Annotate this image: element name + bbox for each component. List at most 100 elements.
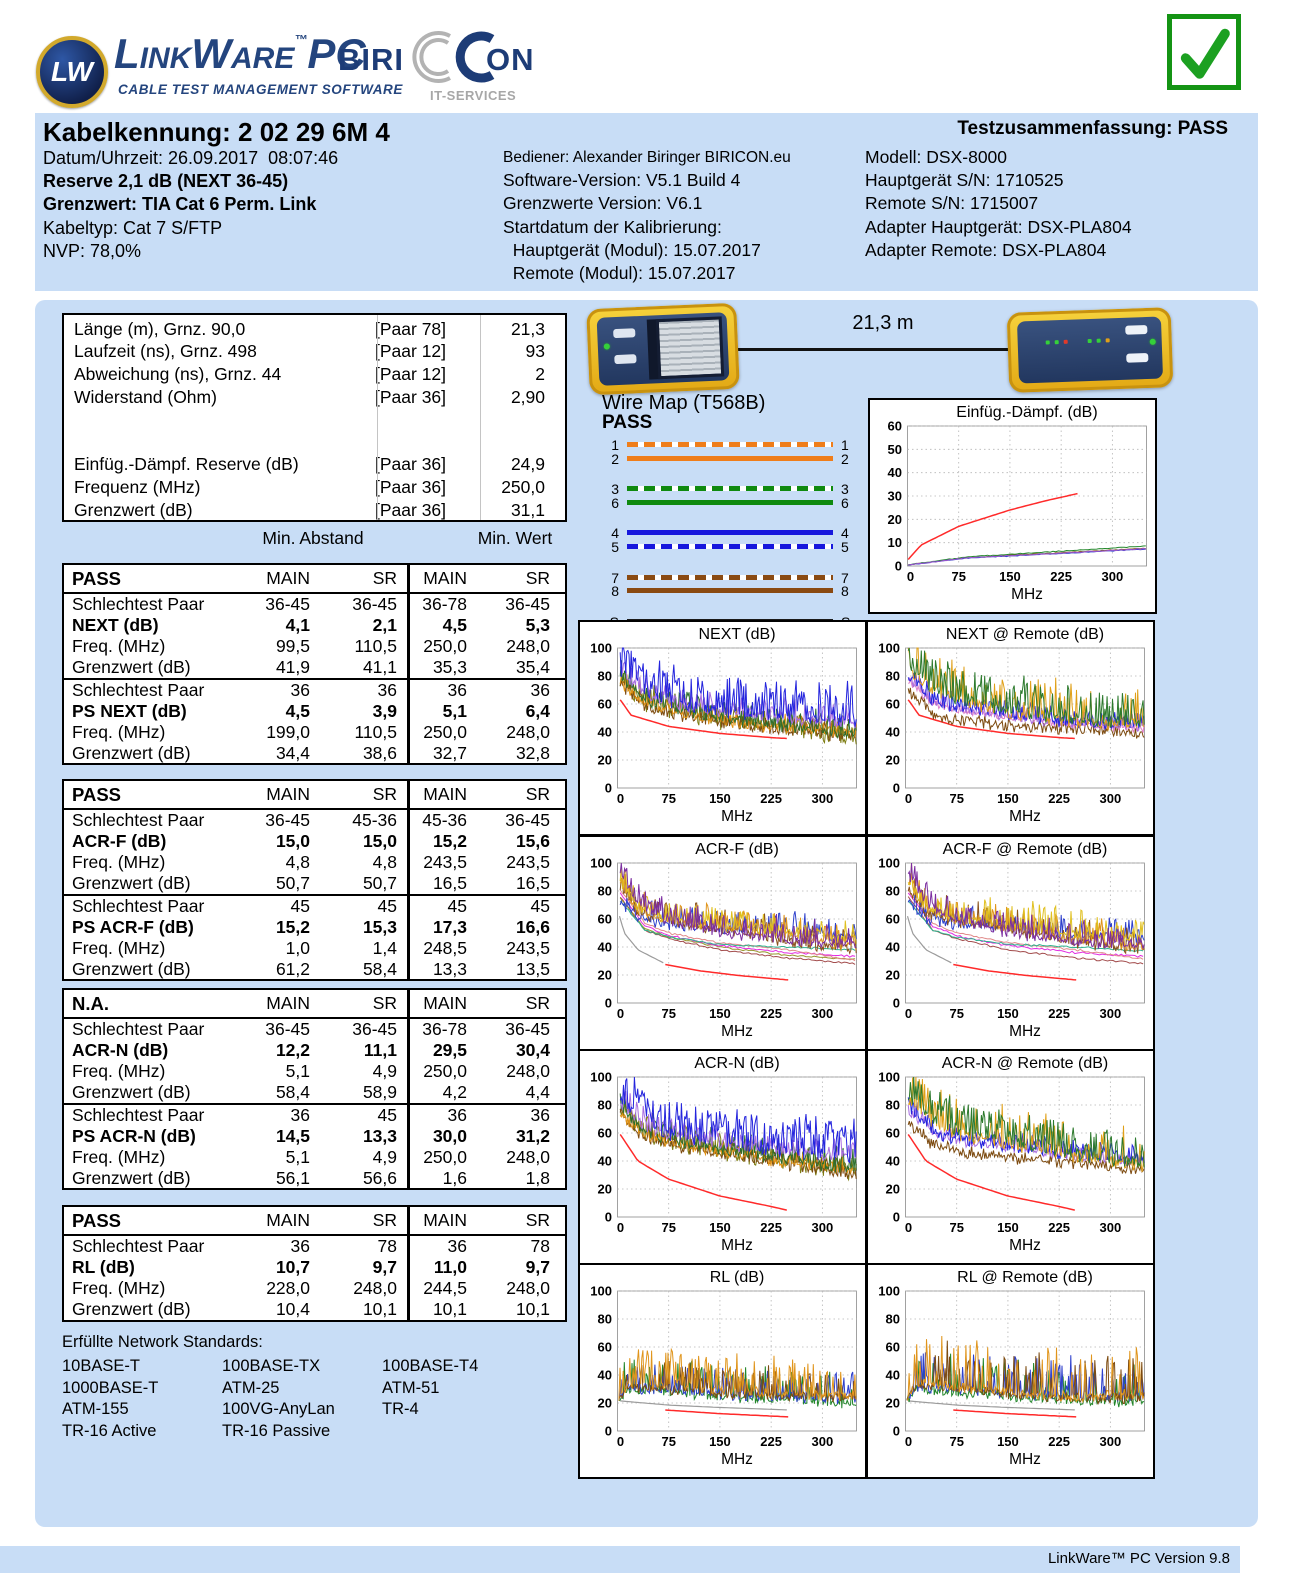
chart-svg-acrn-remote: ACR-N @ Remote (dB) 0 20 40 60 80 100 0 75 150 225… xyxy=(878,1055,1145,1254)
x-axis-title: MHz xyxy=(1009,1451,1041,1468)
x-tick-label: 225 xyxy=(1048,1434,1070,1449)
row-value: 110,5 xyxy=(354,636,398,657)
row-value: 10,1 xyxy=(515,1299,550,1320)
row-label: PS NEXT (dB) xyxy=(72,700,187,721)
x-axis-title: MHz xyxy=(1011,586,1043,603)
standard-item: ATM-25 xyxy=(222,1378,280,1397)
cable-link-line xyxy=(725,348,1025,351)
header-line: Bediener: Alexander Biringer BIRICON.eu xyxy=(503,149,791,166)
row-value: 248,0 xyxy=(506,721,550,742)
row-label: Schlechtest Paar xyxy=(72,810,205,831)
test-summary-result: Testzusammenfassung: PASS xyxy=(957,118,1228,139)
standards-title: Erfüllte Network Standards: xyxy=(62,1333,263,1351)
row-value: 36-78 xyxy=(422,1019,467,1040)
row-value: 4,9 xyxy=(372,1146,397,1167)
row-label: Grenzwert (dB) xyxy=(72,958,191,979)
wire-pin-right: 2 xyxy=(841,450,849,467)
x-axis-title: MHz xyxy=(1009,808,1041,825)
chart-title: RL @ Remote (dB) xyxy=(957,1269,1093,1286)
row-value: 250,0 xyxy=(423,1061,467,1082)
gridlines xyxy=(617,862,857,1003)
x-tick-label: 300 xyxy=(1100,1220,1122,1235)
y-tick-label: 0 xyxy=(605,996,612,1011)
x-tick-label: 300 xyxy=(812,1006,834,1021)
row-value: 10,1 xyxy=(432,1299,467,1320)
row-value: 15,0 xyxy=(362,831,397,852)
y-tick-label: 40 xyxy=(598,1368,612,1383)
measurement-label: Frequenz (MHz) xyxy=(74,476,201,497)
row-value: 1,4 xyxy=(372,937,397,958)
wire-pin-right: 8 xyxy=(841,583,849,600)
y-tick-label: 40 xyxy=(598,940,612,955)
table-column-header: MAIN xyxy=(266,784,310,804)
row-value: 4,5 xyxy=(442,615,467,636)
result-table: N.A. MAIN SR MAIN SR Schlechtest Paar 36-45 36-… xyxy=(62,988,567,1191)
y-tick-label: 60 xyxy=(598,912,612,927)
chart-svg-rl-main: RL (dB) 0 20 40 60 80 100 0 75 150 225 300 MHz xyxy=(590,1269,857,1468)
x-axis-title: MHz xyxy=(1009,1023,1041,1040)
row-label: PS ACR-N (dB) xyxy=(72,1125,196,1146)
row-value: 199,0 xyxy=(266,721,310,742)
logo-name-part: L xyxy=(114,30,140,77)
measurement-pair: [Paar 36] xyxy=(375,454,447,475)
table-row: Freq. (MHz) 99,5 110,5 250,0 248,0 xyxy=(64,636,565,657)
row-value: 248,0 xyxy=(353,1278,397,1299)
row-label: Schlechtest Paar xyxy=(72,680,205,700)
row-label: Schlechtest Paar xyxy=(72,1019,205,1040)
row-value: 41,9 xyxy=(275,657,310,678)
series-trace-darkred xyxy=(619,896,856,965)
table-row: Grenzwert (dB) 10,4 10,1 10,1 10,1 xyxy=(64,1299,565,1320)
x-tick-label: 150 xyxy=(709,791,731,806)
x-tick-label: 0 xyxy=(905,791,912,806)
measurement-label: Abweichung (ns), Grnz. 44 xyxy=(74,363,282,384)
x-tick-label: 0 xyxy=(617,1006,624,1021)
tester-button xyxy=(613,328,636,339)
row-value: 34,4 xyxy=(275,742,310,763)
x-tick-label: 300 xyxy=(1100,1434,1122,1449)
row-value: 3,9 xyxy=(372,700,397,721)
x-axis-labels: 0 75 150 225 300 xyxy=(905,1006,1121,1021)
row-value: 5,1 xyxy=(442,700,467,721)
table-column-header: MAIN xyxy=(423,993,467,1013)
wire-map-status: PASS xyxy=(602,412,653,433)
table-status: PASS xyxy=(72,783,122,805)
row-value: 6,4 xyxy=(525,700,550,721)
y-tick-label: 60 xyxy=(598,1340,612,1355)
row-value: 14,5 xyxy=(275,1125,310,1146)
row-value: 243,5 xyxy=(506,852,550,873)
table-row: Grenzwert (dB) 50,7 50,7 16,5 16,5 xyxy=(64,873,565,894)
series-limit-line xyxy=(953,963,1077,981)
y-tick-label: 20 xyxy=(886,753,900,768)
row-value: 36-45 xyxy=(265,594,310,615)
x-tick-label: 150 xyxy=(709,1220,731,1235)
header-column-operator-info: Bediener: Alexander Biringer BIRICON.eu S… xyxy=(503,146,791,285)
measurement-summary-table: Länge (m), Grnz. 90,0 [Paar 78] 21,3 Laufze… xyxy=(62,313,567,522)
row-value: 1,0 xyxy=(285,937,310,958)
result-table: PASS MAIN SR MAIN SR Schlechtest Paar 36-45 36-… xyxy=(62,563,567,766)
y-tick-label: 20 xyxy=(886,1396,900,1411)
wire-line xyxy=(627,455,833,461)
row-value: 29,5 xyxy=(432,1040,467,1061)
standard-item: 100VG-AnyLan xyxy=(222,1400,335,1418)
table-column-header: SR xyxy=(525,568,550,588)
chart-rl-main: RL (dB) 0 20 40 60 80 100 0 75 150 225 300 MHz xyxy=(578,1263,867,1479)
tester-led xyxy=(603,343,610,350)
chart-next-remote: NEXT @ Remote (dB) 0 20 40 60 80 100 0 75 150 225 3… xyxy=(866,620,1155,836)
row-label: ACR-N (dB) xyxy=(72,1040,169,1061)
series-trace-purple xyxy=(908,547,1146,566)
y-tick-label: 60 xyxy=(886,1126,900,1141)
series-trace-orange xyxy=(906,1335,1145,1404)
report-header-band: Kabelkennung: 2 02 29 6M 4 Testzusammenf… xyxy=(35,113,1258,291)
row-value: 248,0 xyxy=(506,636,550,657)
y-tick-label: 20 xyxy=(888,512,902,527)
table-row: Freq. (MHz) 5,1 4,9 250,0 248,0 xyxy=(64,1146,565,1167)
x-axis-title: MHz xyxy=(721,1237,753,1254)
row-label: Freq. (MHz) xyxy=(72,721,166,742)
x-tick-label: 225 xyxy=(1048,1006,1070,1021)
x-tick-label: 75 xyxy=(661,1220,675,1235)
standards-column: 100BASE-TX ATM-25 100VG-AnyLan TR-16 Passiv… xyxy=(222,1356,335,1442)
row-value: 10,1 xyxy=(362,1299,397,1320)
row-value: 45 xyxy=(530,896,550,916)
row-value: 58,9 xyxy=(362,1082,397,1103)
